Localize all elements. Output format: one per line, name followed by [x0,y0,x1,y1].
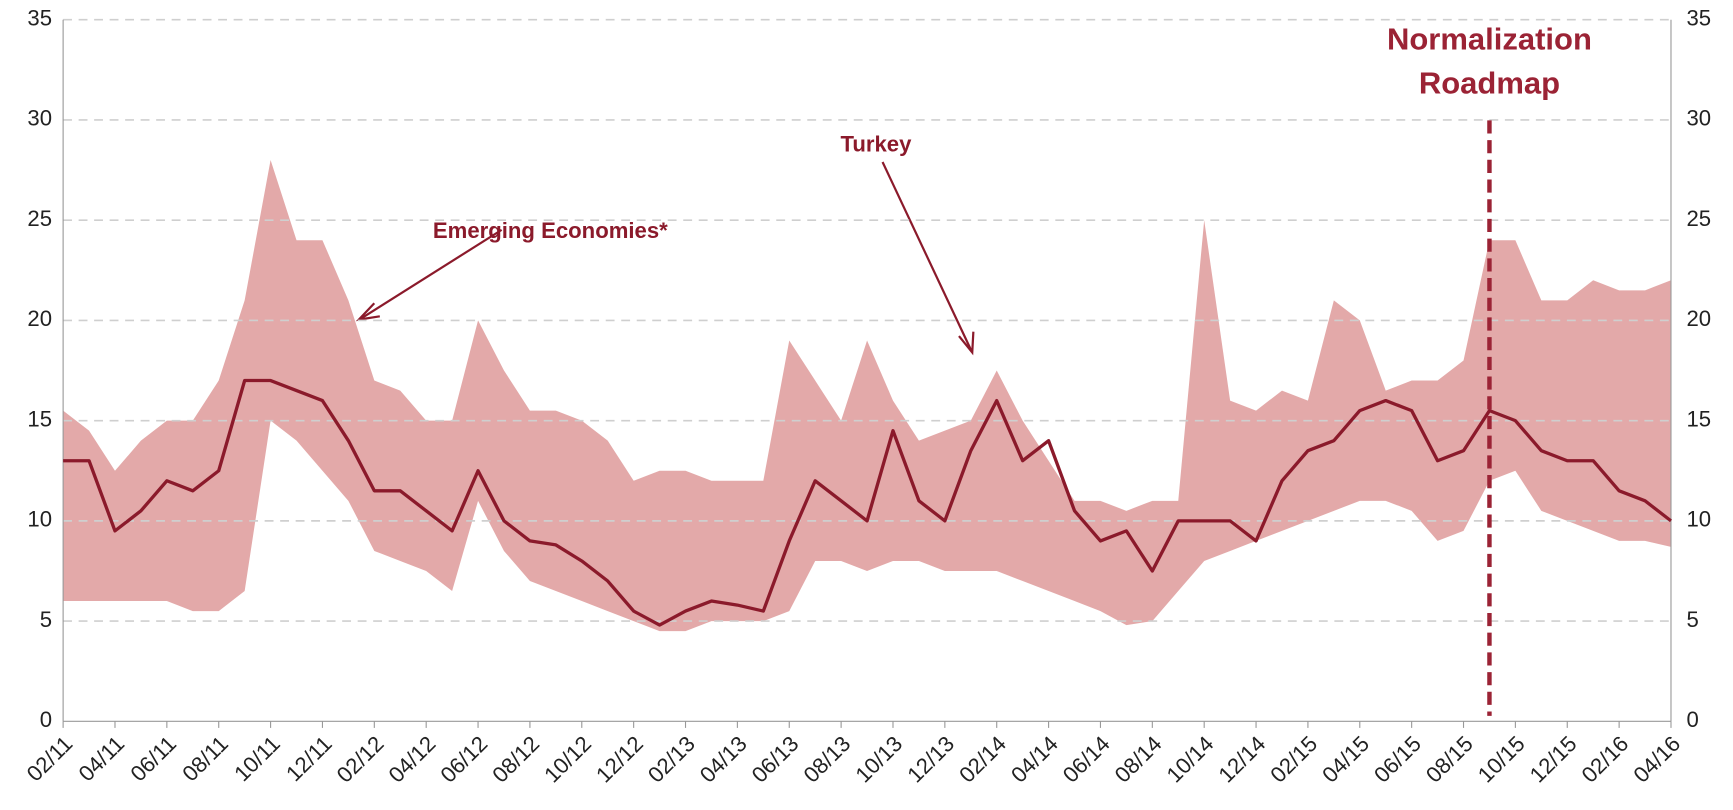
x-tick-label: 10/11 [229,731,285,786]
x-tick-label: 04/14 [1006,731,1063,787]
line-label: Turkey [840,131,912,156]
x-tick-label: 12/11 [281,731,337,786]
x-tick-label: 06/15 [1369,731,1426,787]
y-tick-label: 10 [27,507,52,532]
x-tick-label: 10/12 [539,731,596,787]
range-band [63,160,1671,632]
arrow-head [355,302,380,322]
y-tick-label: 30 [27,106,52,131]
x-tick-label: 08/14 [1110,731,1167,787]
x-tick-label: 10/13 [850,731,907,787]
x-tick-label: 12/14 [1213,731,1270,787]
y-tick-label: 15 [27,407,52,432]
y2-tick-label: 20 [1686,306,1711,331]
y-tick-label: 25 [27,206,52,231]
arrow [881,161,973,351]
y2-tick-label: 30 [1686,106,1711,131]
x-tick-label: 04/16 [1628,731,1685,787]
x-tick-label: 08/11 [177,731,233,786]
annotation-text: Normalization [1387,22,1592,57]
y-tick-label: 0 [40,707,52,732]
arrow-head [958,331,975,356]
x-tick-label: 06/12 [435,731,492,787]
x-tick-label: 10/15 [1473,731,1530,787]
x-tick-label: 08/13 [799,731,856,787]
x-tick-label: 04/12 [384,731,441,787]
x-tick-label: 12/15 [1525,731,1582,787]
x-tick-label: 02/16 [1577,731,1634,787]
x-tick-label: 04/13 [695,731,752,787]
x-tick-label: 12/13 [902,731,959,787]
band-label: Emerging Economies* [433,218,668,243]
y2-tick-label: 0 [1686,707,1698,732]
x-tick-label: 02/13 [643,731,700,787]
x-tick-label: 02/12 [332,731,389,787]
y-tick-label: 20 [27,306,52,331]
y2-tick-label: 35 [1686,6,1711,31]
x-tick-label: 08/15 [1421,731,1478,787]
y2-tick-label: 10 [1686,507,1711,532]
y2-tick-label: 25 [1686,206,1711,231]
x-tick-label: 02/11 [22,731,78,786]
y-tick-label: 35 [27,6,52,31]
x-tick-label: 06/14 [1058,731,1115,787]
line [63,378,1673,627]
x-tick-label: 06/13 [747,731,804,787]
y2-tick-label: 5 [1686,607,1698,632]
x-tick-label: 02/14 [954,731,1011,787]
x-tick-label: 04/15 [1317,731,1374,787]
x-tick-label: 10/14 [1162,731,1219,787]
y2-tick-label: 15 [1686,407,1711,432]
arrow [360,228,503,320]
annotation-text: Roadmap [1419,66,1560,101]
x-tick-label: 12/12 [591,731,648,787]
x-tick-label: 02/15 [1265,731,1322,787]
y-tick-label: 5 [40,607,52,632]
x-tick-label: 04/11 [74,731,130,786]
x-tick-label: 08/12 [487,731,544,787]
x-tick-label: 06/11 [125,731,181,786]
